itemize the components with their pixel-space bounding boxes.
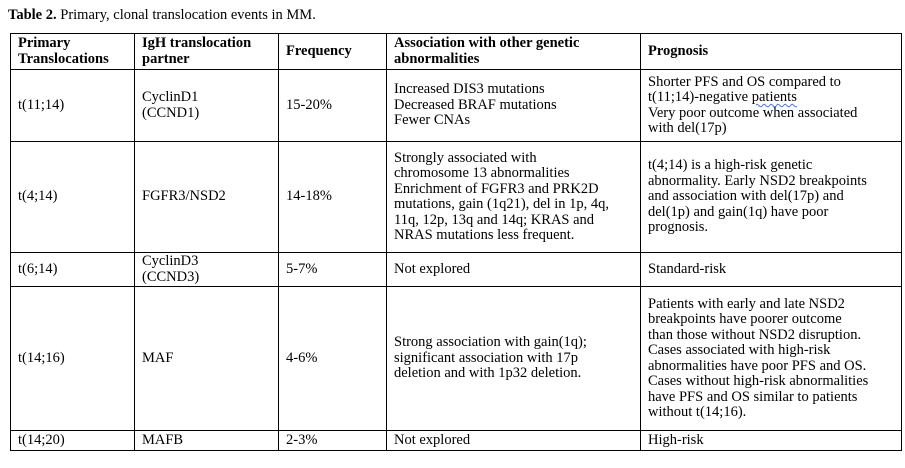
cell-translocation: t(14;16) — [10, 286, 135, 431]
table-row: t(14;20) MAFB 2-3% Not explored High-ris… — [10, 430, 902, 451]
cell-frequency: 14-18% — [278, 141, 387, 253]
table-row: t(4;14) FGFR3/NSD2 14-18% Strongly assoc… — [10, 141, 902, 253]
cell-partner: CyclinD3 (CCND3) — [134, 252, 279, 287]
cell-partner: FGFR3/NSD2 — [134, 141, 279, 253]
cell-association: Strong association with gain(1q); signif… — [386, 286, 641, 431]
cell-translocation: t(11;14) — [10, 69, 135, 142]
header-row: Primary Translocations IgH translocation… — [10, 33, 902, 70]
table-row: t(14;16) MAF 4-6% Strong association wit… — [10, 286, 902, 431]
translocation-table: Primary Translocations IgH translocation… — [10, 33, 902, 451]
caption-text: Primary, clonal translocation events in … — [56, 7, 316, 23]
cell-translocation: t(14;20) — [10, 430, 135, 451]
cell-frequency: 2-3% — [278, 430, 387, 451]
table-caption: Table 2. Primary, clonal translocation e… — [8, 7, 316, 24]
cell-prognosis: Standard-risk — [640, 252, 902, 287]
header-primary-translocations: Primary Translocations — [10, 33, 135, 70]
cell-association: Not explored — [386, 252, 641, 287]
cell-prognosis: High-risk — [640, 430, 902, 451]
table-row: t(6;14) CyclinD3 (CCND3) 5-7% Not explor… — [10, 252, 902, 287]
cell-partner: MAF — [134, 286, 279, 431]
cell-association: Not explored — [386, 430, 641, 451]
cell-frequency: 15-20% — [278, 69, 387, 142]
cell-prognosis: t(4;14) is a high-risk genetic abnormali… — [640, 141, 902, 253]
cell-frequency: 4-6% — [278, 286, 387, 431]
cell-association: Strongly associated with chromosome 13 a… — [386, 141, 641, 253]
cell-frequency: 5-7% — [278, 252, 387, 287]
caption-label: Table 2. — [8, 7, 57, 23]
header-association: Association with other genetic abnormali… — [386, 33, 641, 70]
header-frequency: Frequency — [278, 33, 387, 70]
cell-association: Increased DIS3 mutations Decreased BRAF … — [386, 69, 641, 142]
cell-translocation: t(6;14) — [10, 252, 135, 287]
cell-partner: MAFB — [134, 430, 279, 451]
cell-prognosis: Patients with early and late NSD2 breakp… — [640, 286, 902, 431]
cell-partner: CyclinD1 (CCND1) — [134, 69, 279, 142]
cell-prognosis: Shorter PFS and OS compared to t(11;14)-… — [640, 69, 902, 142]
table-row: t(11;14) CyclinD1 (CCND1) 15-20% Increas… — [10, 69, 902, 142]
cell-translocation: t(4;14) — [10, 141, 135, 253]
header-prognosis: Prognosis — [640, 33, 902, 70]
header-igh-partner: IgH translocation partner — [134, 33, 279, 70]
